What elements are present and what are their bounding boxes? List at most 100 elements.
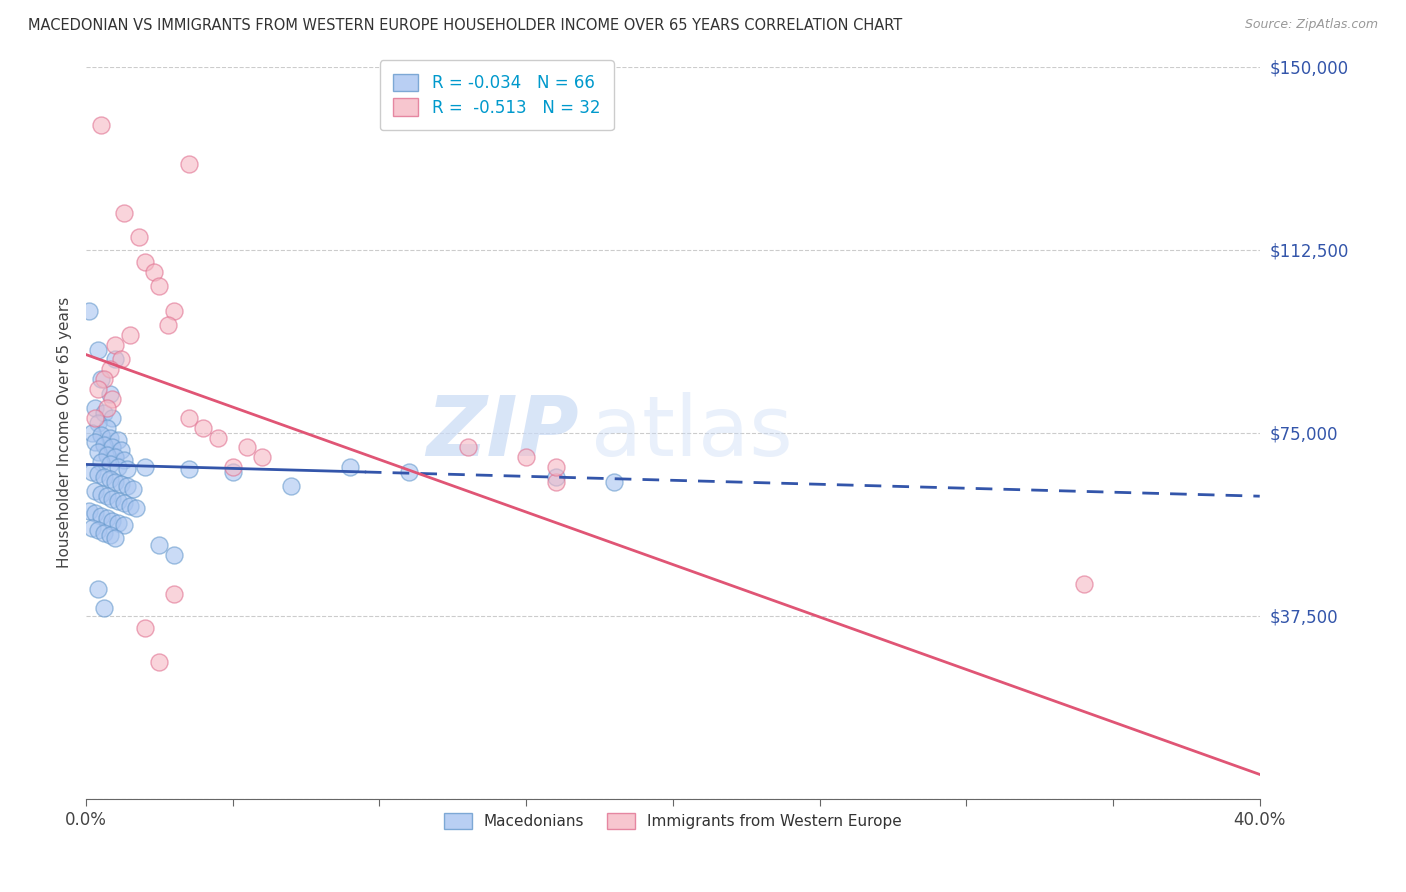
Point [90, 372, 112, 386]
Point [236, 441, 259, 455]
Point [80, 465, 103, 479]
Point [93, 525, 115, 540]
Point [193, 421, 215, 435]
Point [177, 157, 200, 171]
Point [87, 445, 110, 459]
Point [87, 467, 110, 482]
Point [163, 587, 186, 601]
Point [87, 582, 110, 596]
Point [112, 206, 135, 220]
Point [98, 472, 121, 486]
Point [544, 459, 567, 474]
Point [90, 455, 112, 469]
Point [90, 428, 112, 442]
Point [603, 475, 626, 489]
Point [148, 655, 170, 669]
Point [128, 230, 150, 244]
Point [177, 462, 200, 476]
Point [207, 431, 229, 445]
Point [398, 465, 420, 479]
Legend: Macedonians, Immigrants from Western Europe: Macedonians, Immigrants from Western Eur… [439, 807, 908, 835]
Point [1073, 577, 1095, 591]
Point [107, 433, 129, 447]
Point [101, 441, 124, 455]
Point [101, 392, 124, 406]
Point [107, 459, 129, 474]
Point [148, 538, 170, 552]
Point [93, 438, 115, 452]
Point [157, 318, 180, 333]
Point [142, 265, 165, 279]
Point [80, 521, 103, 535]
Point [120, 499, 142, 513]
Point [134, 255, 156, 269]
Y-axis label: Householder Income Over 65 years: Householder Income Over 65 years [58, 297, 72, 568]
Point [115, 462, 138, 476]
Point [222, 465, 245, 479]
Point [83, 401, 105, 416]
Point [107, 494, 129, 508]
Point [87, 524, 110, 538]
Point [250, 450, 273, 464]
Point [134, 621, 156, 635]
Point [148, 279, 170, 293]
Point [110, 442, 132, 457]
Point [280, 479, 302, 493]
Point [83, 506, 105, 520]
Point [77, 504, 100, 518]
Point [104, 338, 127, 352]
Point [98, 528, 121, 542]
Point [98, 362, 121, 376]
Point [98, 458, 121, 472]
Point [104, 531, 127, 545]
Point [87, 416, 110, 430]
Point [163, 303, 186, 318]
Point [177, 411, 200, 425]
Point [93, 601, 115, 615]
Point [90, 118, 112, 132]
Text: atlas: atlas [591, 392, 793, 474]
Point [87, 382, 110, 396]
Point [104, 450, 127, 464]
Point [96, 489, 118, 503]
Point [163, 548, 186, 562]
Point [101, 491, 124, 506]
Point [112, 518, 135, 533]
Point [96, 511, 118, 525]
Point [77, 303, 100, 318]
Point [96, 401, 118, 416]
Point [515, 450, 537, 464]
Point [122, 482, 145, 496]
Point [83, 435, 105, 450]
Point [457, 441, 479, 455]
Point [125, 501, 148, 516]
Text: Source: ZipAtlas.com: Source: ZipAtlas.com [1244, 18, 1378, 31]
Point [90, 487, 112, 501]
Point [110, 352, 132, 367]
Point [93, 406, 115, 420]
Point [544, 469, 567, 483]
Point [90, 508, 112, 523]
Point [339, 459, 361, 474]
Point [83, 411, 105, 425]
Point [222, 459, 245, 474]
Point [115, 479, 138, 493]
Text: MACEDONIAN VS IMMIGRANTS FROM WESTERN EUROPE HOUSEHOLDER INCOME OVER 65 YEARS CO: MACEDONIAN VS IMMIGRANTS FROM WESTERN EU… [28, 18, 903, 33]
Point [96, 448, 118, 462]
Point [110, 477, 132, 491]
Point [101, 411, 124, 425]
Text: ZIP: ZIP [426, 392, 579, 474]
Point [104, 475, 127, 489]
Point [87, 343, 110, 357]
Point [98, 386, 121, 401]
Point [93, 372, 115, 386]
Point [107, 516, 129, 530]
Point [120, 328, 142, 343]
Point [101, 514, 124, 528]
Point [80, 425, 103, 440]
Point [98, 431, 121, 445]
Point [112, 496, 135, 510]
Point [134, 459, 156, 474]
Point [112, 452, 135, 467]
Point [93, 469, 115, 483]
